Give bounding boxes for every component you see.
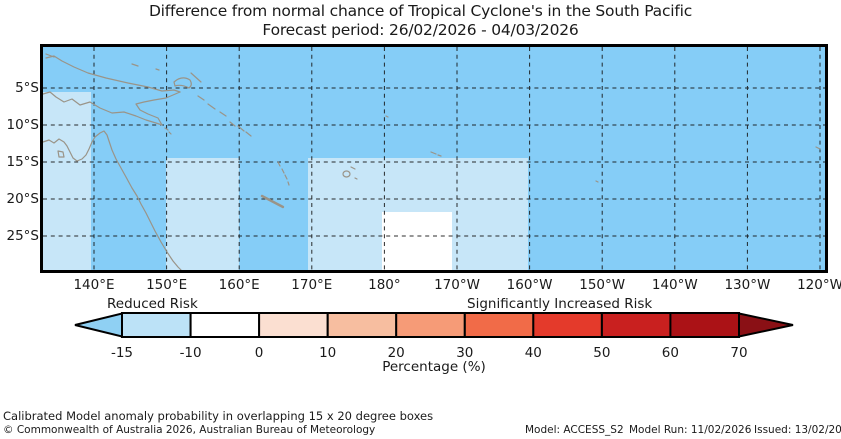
footer-model: Model: ACCESS_S2	[525, 424, 624, 436]
footer-description: Calibrated Model anomaly probability in …	[3, 409, 434, 423]
chart-title-line2: Forecast period: 26/02/2026 - 04/03/2026	[262, 21, 579, 39]
footer-model-run: Model Run: 11/02/2026	[629, 424, 752, 436]
coast-new-guinea-south	[42, 91, 181, 126]
chart-title: Difference from normal chance of Tropica…	[0, 2, 841, 40]
coast-solomons	[197, 95, 252, 137]
coast-australia	[42, 130, 182, 271]
reduced-box-coralsea	[166, 158, 239, 270]
legend-reduced-risk-label: Reduced Risk	[107, 296, 198, 312]
lat-label-25s: 25°S	[6, 228, 40, 244]
lon-label-140w: 140°W	[651, 277, 698, 293]
lon-label-150w: 150°W	[579, 277, 626, 293]
reduced-box-west	[43, 92, 91, 270]
coast-small-islands-png	[45, 53, 172, 135]
coast-new-britain	[173, 77, 192, 89]
coast-vanuatu	[277, 161, 290, 186]
lat-label-10s: 10°S	[6, 117, 40, 133]
colorbar-seg-minus10	[189, 312, 261, 338]
footer-copyright: © Commonwealth of Australia 2026, Austra…	[3, 424, 376, 436]
colorbar	[74, 312, 794, 338]
colorbar-seg-30	[463, 312, 535, 338]
lon-label-140e: 140°E	[73, 277, 115, 293]
cbtick-30: 30	[456, 345, 474, 361]
lat-label-20s: 20°S	[6, 191, 40, 207]
colorbar-axis-label: Percentage (%)	[382, 359, 486, 375]
lat-label-15s: 15°S	[6, 154, 40, 170]
near-normal-box	[382, 212, 452, 270]
cbtick-m15: -15	[110, 345, 134, 361]
coast-fiji	[342, 166, 358, 180]
map-frame	[40, 44, 828, 273]
map-reduced-risk-regions	[43, 92, 528, 270]
lon-label-150e: 150°E	[146, 277, 188, 293]
colorbar-under-arrow	[74, 312, 123, 338]
coast-specks	[385, 115, 821, 183]
colorbar-cells	[74, 312, 794, 338]
legend-increased-risk-label: Significantly Increased Risk	[467, 296, 653, 312]
lat-label-5s: 5°S	[15, 80, 39, 96]
cbtick-40: 40	[524, 345, 542, 361]
lon-label-160w: 160°W	[506, 277, 553, 293]
lon-label-170e: 170°E	[291, 277, 333, 293]
lon-label-160e: 160°E	[218, 277, 260, 293]
chart-title-line1: Difference from normal chance of Tropica…	[148, 2, 693, 20]
footer-issued: Issued: 13/02/2026	[754, 424, 841, 436]
colorbar-seg-10	[326, 312, 398, 338]
colorbar-seg-0	[258, 312, 329, 338]
coast-samoa	[430, 151, 442, 157]
cbtick-m10: -10	[179, 345, 202, 361]
cbtick-70: 70	[730, 345, 748, 361]
coast-new-guinea-north	[45, 55, 181, 93]
graticule-gridlines	[43, 47, 825, 270]
coast-new-caledonia	[260, 194, 285, 209]
lon-label-120w: 120°W	[797, 277, 841, 293]
cbtick-60: 60	[661, 345, 679, 361]
lon-label-180: 180°	[368, 277, 401, 293]
coast-new-ireland	[190, 72, 202, 83]
colorbar-seg-20	[395, 312, 466, 338]
cbtick-10: 10	[319, 345, 337, 361]
colorbar-seg-50	[600, 312, 672, 338]
colorbar-over-arrow	[738, 312, 794, 338]
map-plot	[40, 44, 828, 273]
colorbar-seg-60	[669, 312, 741, 338]
coast-groote-eylandt	[57, 150, 65, 158]
cbtick-20: 20	[387, 345, 405, 361]
coastlines	[42, 53, 821, 271]
lon-label-130w: 130°W	[724, 277, 771, 293]
cbtick-50: 50	[593, 345, 611, 361]
lon-label-170w: 170°W	[434, 277, 480, 293]
cbtick-0: 0	[254, 345, 264, 361]
colorbar-seg-40	[532, 312, 603, 338]
colorbar-seg-minus15	[121, 312, 192, 338]
